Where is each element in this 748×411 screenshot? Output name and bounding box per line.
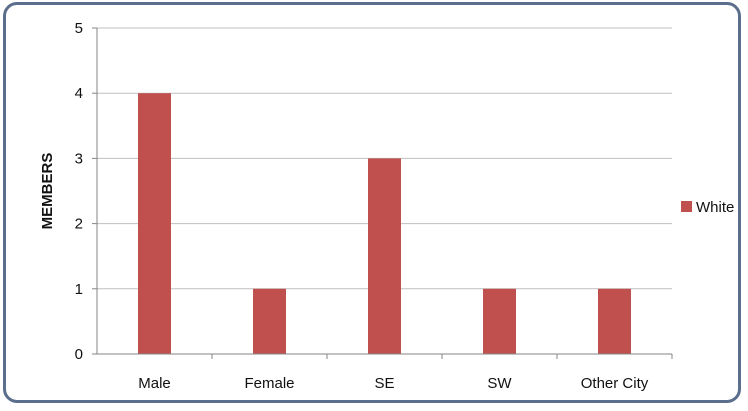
bar-se xyxy=(368,158,401,354)
x-tick-label: SW xyxy=(487,375,512,392)
bar-other-city xyxy=(598,288,631,354)
bar-female xyxy=(253,288,286,354)
y-axis-title: MEMBERS xyxy=(39,153,56,230)
x-tick-label: SE xyxy=(374,375,394,392)
y-tick-label: 1 xyxy=(75,281,83,298)
bar-male xyxy=(138,93,171,354)
y-tick-label: 4 xyxy=(75,85,83,102)
axes xyxy=(92,27,673,359)
y-tick-labels: 0 1 2 3 4 5 xyxy=(75,20,83,363)
legend-swatch-white xyxy=(681,201,692,212)
x-tick-label: Female xyxy=(244,375,294,392)
y-tick-label: 2 xyxy=(75,216,83,233)
legend-label-white: White xyxy=(696,199,734,216)
x-tick-label: Other City xyxy=(581,375,649,392)
x-tick-labels: Male Female SE SW Other City xyxy=(138,375,649,392)
x-tick-label: Male xyxy=(138,375,171,392)
bars xyxy=(138,93,631,354)
legend: White xyxy=(681,199,734,216)
y-tick-label: 5 xyxy=(75,20,83,37)
y-tick-label: 0 xyxy=(75,346,83,363)
bar-sw xyxy=(483,288,516,354)
y-tick-label: 3 xyxy=(75,150,83,167)
